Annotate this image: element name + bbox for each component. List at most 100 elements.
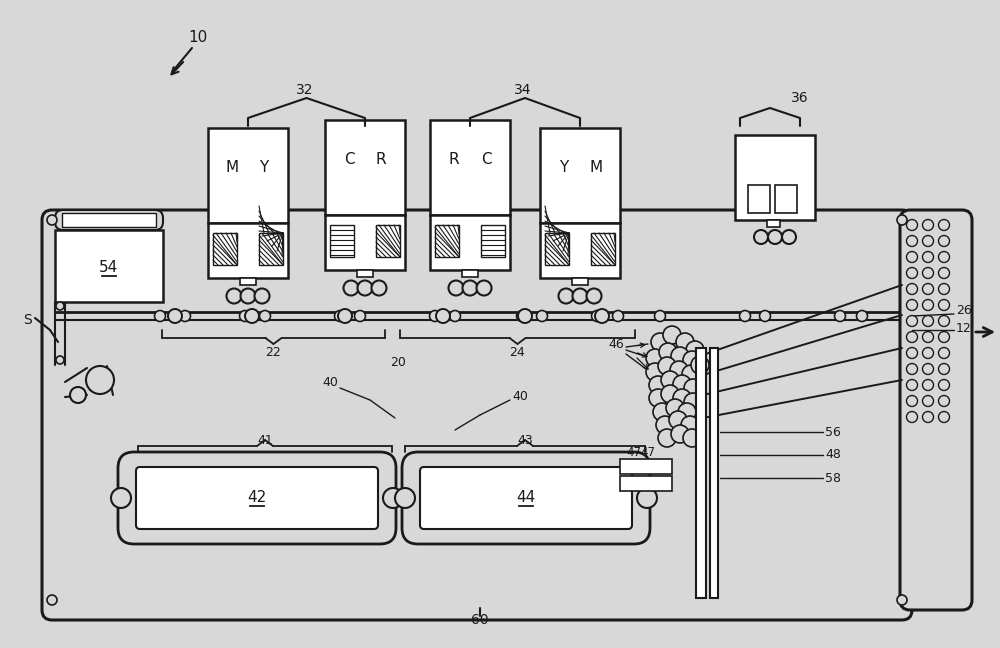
Circle shape [56,302,64,310]
Text: 47: 47 [640,446,656,459]
Circle shape [906,316,918,327]
Text: 48: 48 [825,448,841,461]
Bar [376,225,400,257]
Bar [767,220,780,227]
Circle shape [922,220,934,231]
Circle shape [938,316,950,327]
FancyBboxPatch shape [55,210,163,230]
Bar [696,348,706,598]
Circle shape [683,351,701,369]
Circle shape [938,411,950,422]
Circle shape [653,403,671,421]
Circle shape [938,268,950,279]
Circle shape [111,488,131,508]
Circle shape [661,371,679,389]
Circle shape [673,375,691,393]
Circle shape [922,364,934,375]
Bar [748,185,770,213]
Text: M: M [225,161,239,176]
Circle shape [47,595,57,605]
Text: 32: 32 [296,83,314,97]
Circle shape [663,326,681,344]
Circle shape [686,341,704,359]
Circle shape [180,310,190,321]
Circle shape [906,251,918,262]
Circle shape [372,281,386,295]
Circle shape [678,403,696,421]
Circle shape [666,399,684,417]
Text: 42: 42 [247,491,267,505]
Text: Y: Y [259,161,269,176]
Circle shape [684,379,702,397]
Circle shape [86,366,114,394]
Circle shape [897,595,907,605]
Circle shape [595,309,609,323]
Circle shape [673,389,691,407]
Circle shape [906,299,918,310]
Circle shape [659,343,677,361]
Circle shape [572,288,588,303]
Circle shape [768,230,782,244]
Circle shape [906,332,918,343]
Circle shape [226,288,242,303]
Circle shape [56,356,64,364]
Bar [620,476,672,491]
Circle shape [654,310,666,321]
Circle shape [646,349,664,367]
Circle shape [938,220,950,231]
Circle shape [651,333,669,351]
Circle shape [240,310,250,321]
Circle shape [383,488,403,508]
Circle shape [922,347,934,358]
Text: 22: 22 [266,345,281,358]
Bar [462,270,478,277]
Text: 54: 54 [99,260,119,275]
Text: 44: 44 [516,491,536,505]
Bar [591,233,615,265]
Circle shape [656,416,674,434]
Bar [240,278,256,285]
Text: R: R [449,152,459,167]
Circle shape [906,284,918,294]
Text: 40: 40 [322,375,338,389]
Circle shape [922,268,934,279]
Text: R: R [376,152,386,167]
Circle shape [558,288,574,303]
Circle shape [676,333,694,351]
Circle shape [938,395,950,406]
Circle shape [658,357,676,375]
Bar [481,225,505,257]
Circle shape [245,309,259,323]
Text: 34: 34 [514,83,532,97]
Circle shape [684,393,702,411]
Bar [572,278,588,285]
Circle shape [70,387,86,403]
Circle shape [782,230,796,244]
Circle shape [906,220,918,231]
Circle shape [344,281,358,295]
Circle shape [168,309,182,323]
Circle shape [462,281,478,295]
Text: M: M [589,161,603,176]
Bar [775,185,797,213]
Text: 56: 56 [825,426,841,439]
Circle shape [856,310,868,321]
Circle shape [612,310,624,321]
FancyBboxPatch shape [118,452,396,544]
Circle shape [661,385,679,403]
Circle shape [922,316,934,327]
Circle shape [922,332,934,343]
Circle shape [154,310,166,321]
Circle shape [358,281,372,295]
Circle shape [906,411,918,422]
Text: 43: 43 [517,434,533,446]
Text: 58: 58 [825,472,841,485]
Circle shape [922,411,934,422]
Circle shape [448,281,464,295]
Circle shape [260,310,270,321]
Bar [325,120,405,215]
FancyBboxPatch shape [136,467,378,529]
Text: 40: 40 [512,389,528,402]
Text: 20: 20 [390,356,406,369]
Circle shape [450,310,460,321]
